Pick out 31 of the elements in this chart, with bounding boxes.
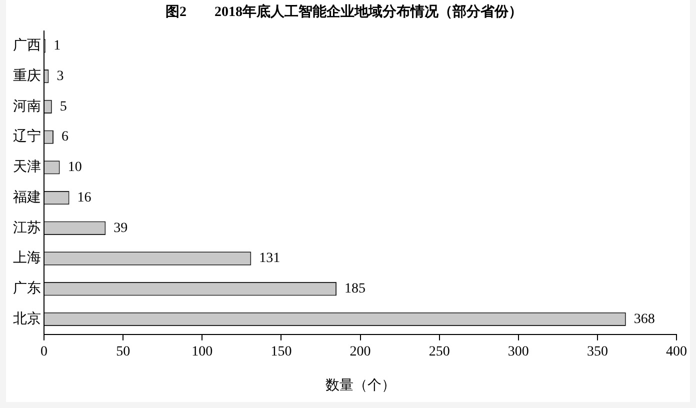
data-label: 16 (77, 190, 92, 206)
data-label: 3 (56, 69, 64, 84)
y-tick-label: 广西 (13, 38, 41, 54)
x-tick-label: 150 (270, 344, 292, 360)
data-label: 5 (60, 99, 67, 114)
x-tick-label: 0 (40, 344, 48, 360)
x-tick-label: 400 (666, 344, 687, 360)
data-label: 6 (61, 130, 68, 145)
data-label: 131 (259, 251, 280, 266)
y-tick-label: 北京 (13, 310, 41, 327)
y-tick-label: 江苏 (13, 220, 41, 236)
data-label: 10 (68, 160, 82, 176)
x-tick-label: 200 (350, 344, 371, 360)
chart-title: 图2 2018年底人工智能企业地域分布情况（部分省份） (166, 3, 522, 20)
x-axis-title: 数量（个） (325, 377, 396, 394)
y-tick-label: 辽宁 (13, 128, 41, 145)
data-label: 1 (54, 38, 61, 54)
y-tick-label: 重庆 (13, 68, 41, 84)
x-tick-label: 250 (428, 344, 450, 360)
x-tick-label: 300 (508, 344, 529, 360)
x-tick-label: 350 (586, 344, 608, 360)
y-tick-label: 广东 (13, 280, 41, 297)
data-label: 368 (634, 312, 655, 327)
y-tick-label: 河南 (13, 98, 41, 114)
data-label: 39 (114, 220, 128, 236)
x-tick-label: 100 (192, 344, 213, 360)
y-tick-label: 天津 (13, 159, 41, 176)
y-tick-label: 福建 (13, 189, 41, 206)
y-tick-label: 上海 (13, 250, 41, 266)
x-tick-label: 50 (116, 344, 130, 360)
data-label: 185 (344, 282, 366, 297)
